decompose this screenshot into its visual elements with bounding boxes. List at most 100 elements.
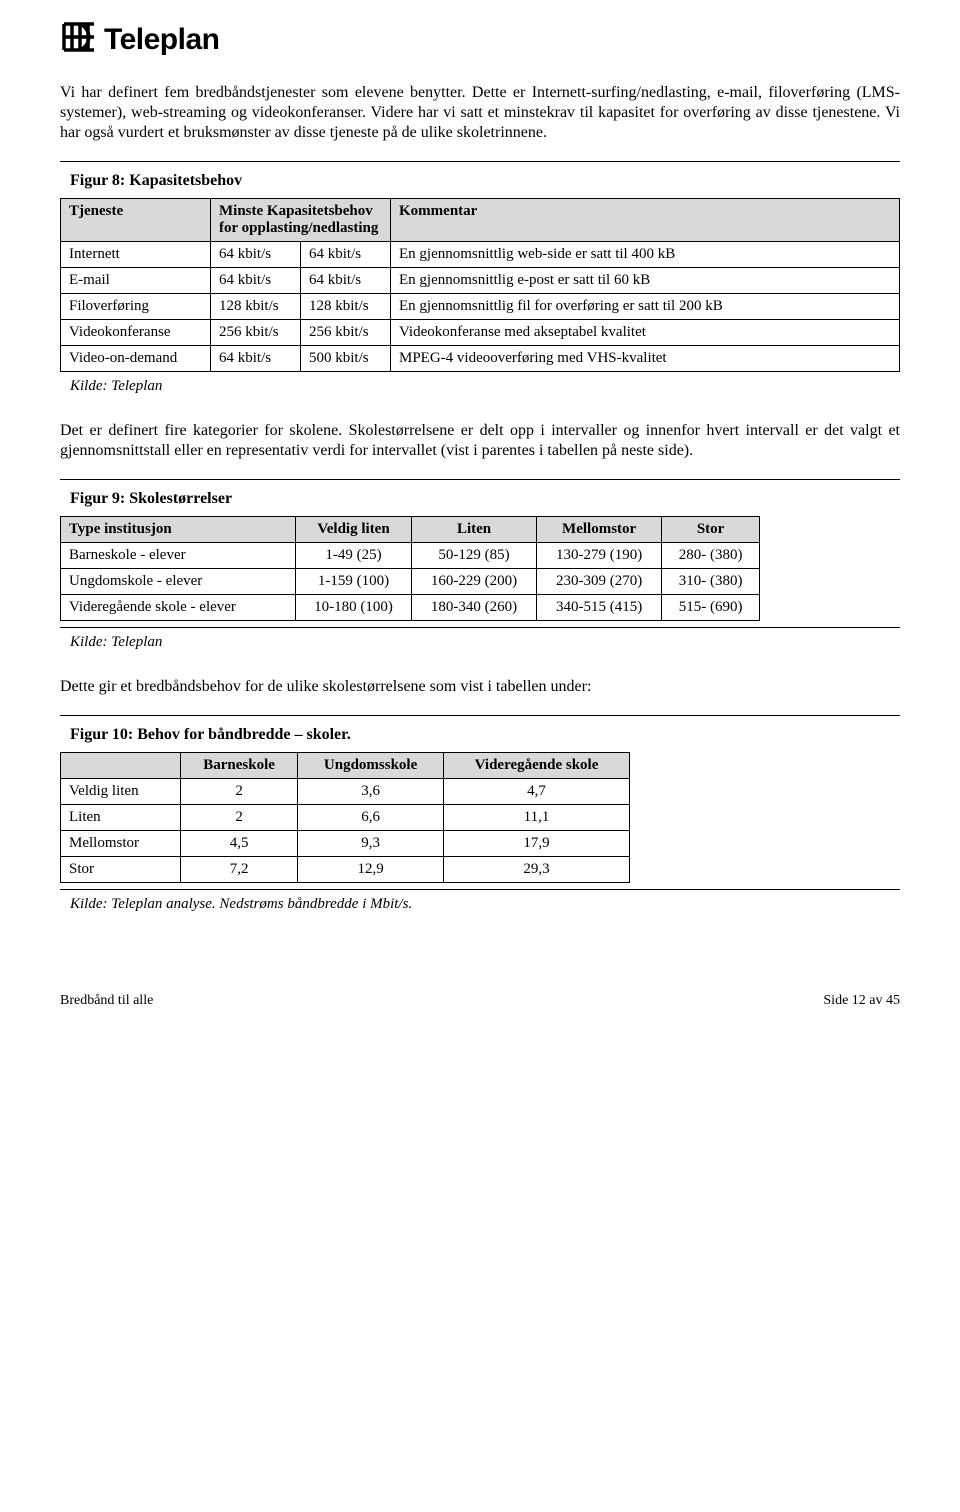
cell: 4,7	[444, 779, 630, 805]
cell: Mellomstor	[61, 831, 181, 857]
cell: En gjennomsnittlig e-post er satt til 60…	[391, 268, 900, 294]
mid-paragraph: Det er definert fire kategorier for skol…	[60, 421, 900, 461]
figure-10-source: Kilde: Teleplan analyse. Nedstrøms båndb…	[70, 896, 900, 913]
col-kapasitet: Minste Kapasitetsbehov for opplasting/ne…	[211, 199, 391, 242]
cell: 2	[181, 805, 298, 831]
cell: Internett	[61, 242, 211, 268]
footer-right: Side 12 av 45	[823, 993, 900, 1009]
cell: 256 kbit/s	[211, 320, 301, 346]
cell: 6,6	[298, 805, 444, 831]
cell: Videregående skole - elever	[61, 595, 296, 621]
cell: 10-180 (100)	[296, 595, 412, 621]
table-row: E-mail 64 kbit/s 64 kbit/s En gjennomsni…	[61, 268, 900, 294]
cell: Filoverføring	[61, 294, 211, 320]
table-row: Ungdomskole - elever 1-159 (100) 160-229…	[61, 569, 760, 595]
table-bandbredde: Barneskole Ungdomsskole Videregående sko…	[60, 752, 630, 883]
col: Ungdomsskole	[298, 753, 444, 779]
cell: Barneskole - elever	[61, 543, 296, 569]
col: Videregående skole	[444, 753, 630, 779]
intro-paragraph: Vi har definert fem bredbåndstjenester s…	[60, 83, 900, 143]
cell: 1-49 (25)	[296, 543, 412, 569]
figure-8-source: Kilde: Teleplan	[70, 378, 900, 395]
table-row: Video-on-demand 64 kbit/s 500 kbit/s MPE…	[61, 346, 900, 372]
table-kapasitetsbehov: Tjeneste Minste Kapasitetsbehov for oppl…	[60, 198, 900, 372]
table-row: Barneskole - elever 1-49 (25) 50-129 (85…	[61, 543, 760, 569]
cell: 64 kbit/s	[301, 242, 391, 268]
col: Type institusjon	[61, 517, 296, 543]
cell: Videokonferanse	[61, 320, 211, 346]
figure-10-title: Figur 10: Behov for båndbredde – skoler.	[70, 726, 900, 744]
cell: 9,3	[298, 831, 444, 857]
divider	[60, 627, 900, 628]
cell: 310- (380)	[662, 569, 760, 595]
cell: 64 kbit/s	[211, 346, 301, 372]
divider	[60, 715, 900, 716]
col: Stor	[662, 517, 760, 543]
cell: 12,9	[298, 857, 444, 883]
cell: Videokonferanse med akseptabel kvalitet	[391, 320, 900, 346]
col-kommentar: Kommentar	[391, 199, 900, 242]
table-row: Stor 7,2 12,9 29,3	[61, 857, 630, 883]
table-header-row: Tjeneste Minste Kapasitetsbehov for oppl…	[61, 199, 900, 242]
col-tjeneste: Tjeneste	[61, 199, 211, 242]
table-row: Videokonferanse 256 kbit/s 256 kbit/s Vi…	[61, 320, 900, 346]
cell: En gjennomsnittlig fil for overføring er…	[391, 294, 900, 320]
col: Veldig liten	[296, 517, 412, 543]
cell: 3,6	[298, 779, 444, 805]
cell: 4,5	[181, 831, 298, 857]
table-row: Mellomstor 4,5 9,3 17,9	[61, 831, 630, 857]
page-footer: Bredbånd til alle Side 12 av 45	[60, 993, 900, 1009]
cell: 500 kbit/s	[301, 346, 391, 372]
col: Liten	[412, 517, 537, 543]
cell: 11,1	[444, 805, 630, 831]
table-header-row: Barneskole Ungdomsskole Videregående sko…	[61, 753, 630, 779]
cell: Video-on-demand	[61, 346, 211, 372]
divider	[60, 889, 900, 890]
page: Teleplan Vi har definert fem bredbåndstj…	[0, 0, 960, 1039]
cell: E-mail	[61, 268, 211, 294]
figure-8-title: Figur 8: Kapasitetsbehov	[70, 172, 900, 190]
divider	[60, 161, 900, 162]
cell: 130-279 (190)	[537, 543, 662, 569]
cell: 64 kbit/s	[301, 268, 391, 294]
cell: 515- (690)	[662, 595, 760, 621]
brand-name: Teleplan	[104, 23, 219, 57]
col-blank	[61, 753, 181, 779]
col: Barneskole	[181, 753, 298, 779]
cell: 29,3	[444, 857, 630, 883]
cell: Stor	[61, 857, 181, 883]
cell: Ungdomskole - elever	[61, 569, 296, 595]
divider	[60, 479, 900, 480]
figure-9-source: Kilde: Teleplan	[70, 634, 900, 651]
cell: 64 kbit/s	[211, 268, 301, 294]
brand-logo: Teleplan	[60, 20, 900, 59]
cell: 64 kbit/s	[211, 242, 301, 268]
cell: 128 kbit/s	[211, 294, 301, 320]
table-row: Filoverføring 128 kbit/s 128 kbit/s En g…	[61, 294, 900, 320]
cell: En gjennomsnittlig web-side er satt til …	[391, 242, 900, 268]
para-3: Dette gir et bredbåndsbehov for de ulike…	[60, 677, 900, 697]
table-row: Veldig liten 2 3,6 4,7	[61, 779, 630, 805]
teleplan-logo-icon	[60, 20, 98, 59]
cell: 1-159 (100)	[296, 569, 412, 595]
cell: 128 kbit/s	[301, 294, 391, 320]
col: Mellomstor	[537, 517, 662, 543]
cell: 340-515 (415)	[537, 595, 662, 621]
cell: 17,9	[444, 831, 630, 857]
figure-9-title: Figur 9: Skolestørrelser	[70, 490, 900, 508]
table-row: Liten 2 6,6 11,1	[61, 805, 630, 831]
table-row: Internett 64 kbit/s 64 kbit/s En gjennom…	[61, 242, 900, 268]
cell: 230-309 (270)	[537, 569, 662, 595]
cell: 180-340 (260)	[412, 595, 537, 621]
cell: MPEG-4 videooverføring med VHS-kvalitet	[391, 346, 900, 372]
table-header-row: Type institusjon Veldig liten Liten Mell…	[61, 517, 760, 543]
cell: 280- (380)	[662, 543, 760, 569]
table-row: Videregående skole - elever 10-180 (100)…	[61, 595, 760, 621]
table-skolestorrelser: Type institusjon Veldig liten Liten Mell…	[60, 516, 760, 621]
cell: Liten	[61, 805, 181, 831]
cell: 50-129 (85)	[412, 543, 537, 569]
cell: 7,2	[181, 857, 298, 883]
footer-left: Bredbånd til alle	[60, 993, 153, 1009]
cell: Veldig liten	[61, 779, 181, 805]
cell: 2	[181, 779, 298, 805]
